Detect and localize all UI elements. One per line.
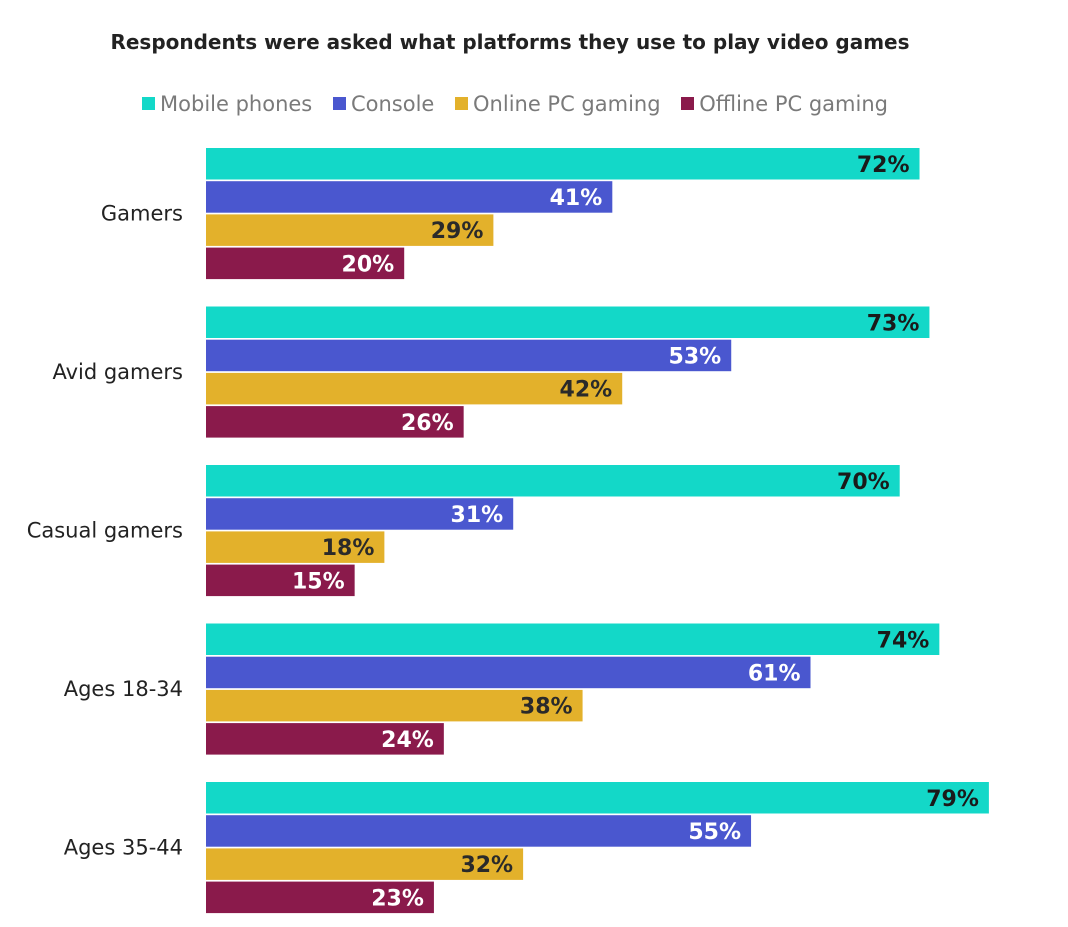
data-label: 24%	[381, 728, 434, 753]
bar-offline-pc-gaming	[206, 881, 434, 914]
legend-label: Console	[350, 92, 435, 116]
category-label: Casual gamers	[27, 519, 183, 543]
data-label: 18%	[322, 536, 375, 561]
data-label: 72%	[857, 153, 910, 178]
bar-online-pc-gaming	[206, 372, 623, 405]
bar-online-pc-gaming	[206, 214, 494, 246]
data-label: 41%	[550, 186, 603, 211]
data-label: 23%	[371, 886, 424, 911]
bar-mobile-phones	[206, 465, 900, 497]
data-label: 20%	[342, 252, 395, 277]
legend-swatch	[681, 97, 695, 110]
data-label: 53%	[669, 344, 722, 369]
data-label: 15%	[292, 569, 345, 594]
data-label: 38%	[520, 695, 573, 720]
bar-offline-pc-gaming	[206, 247, 405, 280]
legend-item-mobile-phones: Mobile phones	[142, 92, 312, 116]
bar-online-pc-gaming	[206, 689, 583, 722]
legend-label: Online PC gaming	[473, 92, 661, 116]
bar-mobile-phones	[206, 623, 940, 655]
data-label: 74%	[877, 628, 930, 653]
legend-item-online-pc-gaming: Online PC gaming	[455, 92, 661, 116]
legend-item-console: Console	[332, 92, 435, 116]
category-label: Ages 18-34	[64, 677, 183, 701]
bar-mobile-phones	[206, 306, 930, 338]
bar-offline-pc-gaming	[206, 406, 464, 438]
data-label: 31%	[451, 503, 504, 528]
bar-console	[206, 339, 732, 372]
bar-online-pc-gaming	[206, 531, 385, 563]
legend-item-offline-pc-gaming: Offline PC gaming	[681, 92, 888, 116]
data-label: 42%	[560, 378, 613, 403]
data-label: 61%	[748, 661, 801, 686]
data-label: 79%	[926, 787, 979, 812]
bar-mobile-phones	[206, 782, 989, 814]
data-label: 70%	[837, 470, 890, 495]
legend: Mobile phones Console Online PC gaming O…	[0, 92, 1030, 116]
legend-label: Mobile phones	[160, 92, 313, 116]
legend-swatch	[142, 97, 156, 110]
data-label: 55%	[688, 820, 741, 845]
chart-title: Respondents were asked what platforms th…	[110, 30, 910, 54]
bar-mobile-phones	[206, 148, 920, 180]
category-label: Gamers	[101, 202, 183, 226]
bar-offline-pc-gaming	[206, 723, 444, 755]
data-label: 32%	[460, 853, 513, 878]
bar-console	[206, 656, 811, 689]
data-label: 73%	[867, 311, 920, 336]
legend-swatch	[332, 97, 346, 110]
category-label: Ages 35-44	[64, 836, 183, 860]
data-label: 29%	[431, 219, 484, 244]
bar-console	[206, 815, 752, 847]
category-label: Avid gamers	[52, 360, 183, 384]
data-label: 26%	[401, 411, 454, 436]
bar-console	[206, 181, 613, 213]
legend-swatch	[455, 97, 469, 110]
bar-console	[206, 498, 514, 530]
bar-offline-pc-gaming	[206, 564, 355, 597]
legend-label: Offline PC gaming	[699, 92, 888, 116]
bar-online-pc-gaming	[206, 848, 524, 880]
